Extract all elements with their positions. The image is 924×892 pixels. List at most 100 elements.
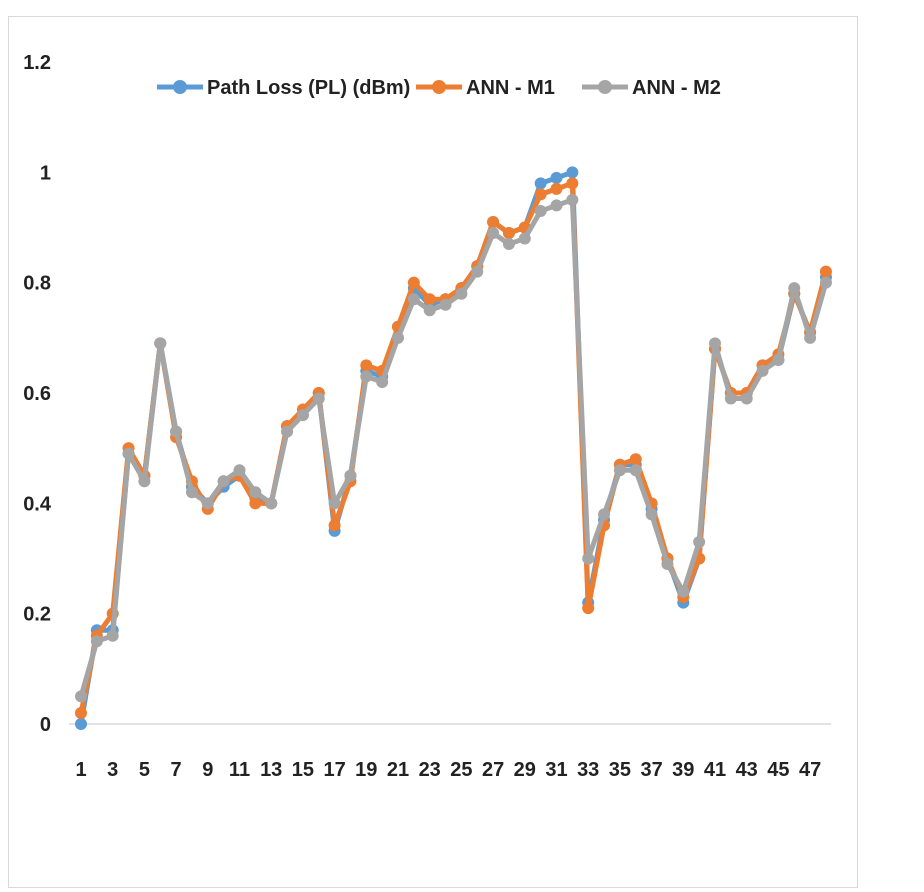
x-tick-label: 13 bbox=[260, 759, 282, 781]
data-point bbox=[249, 486, 262, 499]
data-point bbox=[740, 392, 753, 405]
data-point bbox=[455, 287, 468, 300]
data-point bbox=[407, 293, 420, 306]
legend-marker bbox=[432, 80, 446, 94]
data-point bbox=[423, 293, 436, 306]
data-point bbox=[360, 370, 373, 383]
data-point bbox=[328, 497, 341, 510]
data-point bbox=[772, 353, 785, 366]
series-line bbox=[78, 180, 829, 716]
data-point bbox=[534, 188, 547, 201]
x-tick-label: 9 bbox=[202, 759, 213, 781]
x-tick-label: 31 bbox=[545, 759, 567, 781]
x-tick-label: 27 bbox=[482, 759, 504, 781]
y-tick-label: 1 bbox=[40, 162, 51, 184]
x-tick-label: 1 bbox=[75, 759, 86, 781]
data-point bbox=[819, 265, 832, 278]
y-tick-label: 0.6 bbox=[23, 383, 51, 405]
data-point bbox=[376, 375, 389, 388]
x-tick-label: 23 bbox=[419, 759, 441, 781]
legend-label: Path Loss (PL) (dBm) bbox=[207, 77, 410, 99]
data-point bbox=[281, 425, 294, 438]
x-tick-label: 37 bbox=[640, 759, 662, 781]
data-point bbox=[106, 629, 119, 642]
line-chart: Path Loss (PL) (dBm) ANN - M1 ANN - M2 0 0.… bbox=[23, 52, 832, 781]
data-point bbox=[582, 552, 595, 565]
data-point bbox=[598, 508, 611, 521]
data-point bbox=[407, 276, 420, 289]
data-point bbox=[90, 635, 103, 648]
x-tick-label: 29 bbox=[514, 759, 536, 781]
series-1 bbox=[75, 166, 832, 730]
x-tick-label: 33 bbox=[577, 759, 599, 781]
data-point bbox=[518, 232, 531, 245]
x-tick-label: 43 bbox=[736, 759, 758, 781]
data-point bbox=[249, 497, 262, 510]
data-point bbox=[534, 177, 547, 190]
data-point bbox=[344, 469, 357, 482]
data-point bbox=[709, 337, 721, 350]
data-point bbox=[423, 304, 436, 317]
data-point bbox=[819, 276, 832, 289]
x-tick-label: 15 bbox=[292, 759, 314, 781]
data-point bbox=[550, 182, 563, 195]
data-point bbox=[296, 409, 309, 422]
data-point bbox=[233, 464, 246, 477]
data-point bbox=[804, 331, 817, 344]
data-point bbox=[566, 166, 579, 179]
data-point bbox=[439, 298, 452, 311]
x-tick-label: 11 bbox=[229, 759, 250, 781]
data-point bbox=[629, 464, 642, 477]
data-point bbox=[328, 519, 341, 532]
data-point bbox=[75, 706, 87, 719]
x-tick-label: 41 bbox=[704, 759, 726, 781]
data-point bbox=[312, 392, 325, 405]
data-point bbox=[693, 535, 706, 548]
legend: Path Loss (PL) (dBm) ANN - M1 ANN - M2 bbox=[157, 77, 721, 99]
series-line bbox=[78, 169, 829, 727]
y-tick-label: 0.2 bbox=[23, 604, 51, 626]
data-point bbox=[138, 475, 151, 488]
x-tick-label: 19 bbox=[355, 759, 377, 781]
data-point bbox=[724, 392, 737, 405]
y-tick-label: 0.4 bbox=[23, 493, 52, 515]
data-point bbox=[566, 193, 579, 206]
x-tick-label: 5 bbox=[139, 759, 150, 781]
data-point bbox=[392, 331, 404, 344]
data-point bbox=[629, 453, 642, 466]
x-tick-label: 47 bbox=[799, 759, 821, 781]
legend-marker bbox=[173, 80, 187, 94]
data-point bbox=[502, 227, 515, 240]
legend-label: ANN - M1 bbox=[466, 77, 555, 99]
legend-label: ANN - M2 bbox=[632, 77, 721, 99]
x-tick-label: 21 bbox=[387, 759, 409, 781]
data-point bbox=[534, 204, 547, 217]
x-tick-label: 45 bbox=[767, 759, 789, 781]
x-tick-label: 25 bbox=[450, 759, 472, 781]
x-axis: 1 3 5 7 9 11 13 15 17 19 21 23 25 27 29 31 33 35 37 39 41 43 4… bbox=[69, 723, 831, 781]
data-point bbox=[170, 425, 183, 438]
data-point bbox=[487, 215, 500, 228]
data-point bbox=[566, 177, 579, 190]
data-point bbox=[154, 337, 167, 350]
data-point bbox=[360, 359, 373, 372]
x-tick-label: 3 bbox=[107, 759, 118, 781]
data-point bbox=[217, 475, 230, 488]
x-tick-label: 7 bbox=[171, 759, 182, 781]
data-point bbox=[788, 282, 801, 295]
y-tick-label: 0 bbox=[40, 714, 51, 736]
y-axis: 0 0.2 0.4 0.6 0.8 1 1.2 bbox=[23, 52, 52, 736]
legend-marker bbox=[598, 80, 612, 94]
data-point bbox=[487, 227, 500, 240]
y-tick-label: 1.2 bbox=[23, 52, 51, 74]
series-layer bbox=[75, 166, 832, 730]
data-point bbox=[550, 199, 563, 212]
x-tick-label: 17 bbox=[323, 759, 345, 781]
series-2 bbox=[75, 177, 832, 719]
data-point bbox=[75, 690, 87, 703]
chart-area: Path Loss (PL) (dBm) ANN - M1 ANN - M2 0 0.… bbox=[8, 16, 858, 888]
legend-item: ANN - M1 bbox=[416, 77, 555, 99]
x-tick-label: 39 bbox=[672, 759, 694, 781]
data-point bbox=[677, 585, 690, 598]
data-point bbox=[502, 238, 515, 251]
